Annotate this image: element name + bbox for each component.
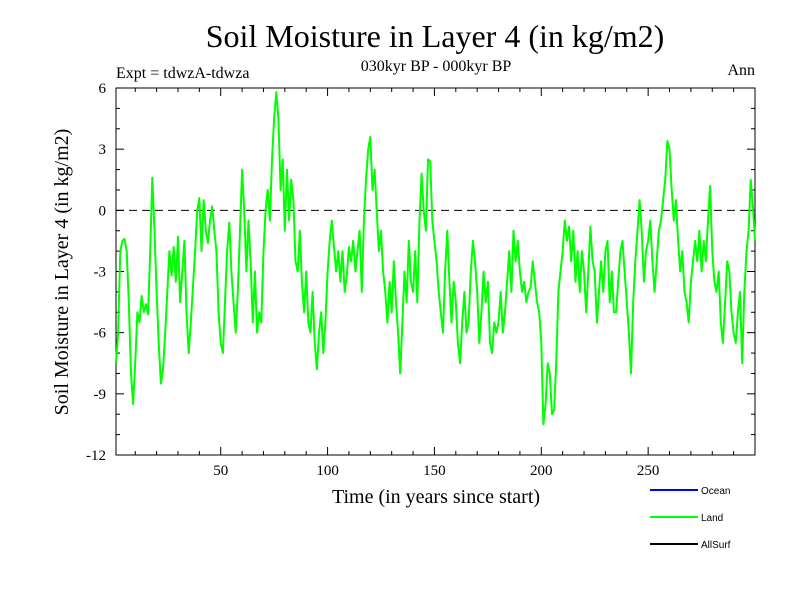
plot-frame (115, 87, 756, 456)
axis-ticks (116, 88, 755, 455)
chart-subtitle: 030kyr BP - 000kyr BP (361, 58, 512, 75)
y-tick-label: 0 (99, 203, 107, 219)
x-tick-labels: 50 100 150 200 250 (213, 463, 659, 479)
y-tick-labels: -12 -9 -6 -3 0 3 6 (86, 81, 107, 464)
period-caption: Ann (727, 62, 755, 79)
chart-title: Soil Moisture in Layer 4 (in kg/m2) (206, 18, 665, 54)
x-tick-label: 250 (637, 463, 660, 479)
y-tick-label: 3 (99, 142, 107, 158)
x-tick-label: 200 (530, 463, 553, 479)
y-tick-label: -12 (86, 448, 106, 464)
x-tick-label: 100 (316, 463, 339, 479)
legend-label-allsurf: AllSurf (701, 540, 731, 551)
y-tick-label: -6 (94, 326, 107, 342)
y-tick-label: -3 (94, 265, 107, 281)
y-axis-label: Soil Moisture in Layer 4 (in kg/m2) (51, 129, 73, 416)
y-tick-label: 6 (99, 81, 107, 97)
y-tick-label: -9 (94, 387, 107, 403)
x-axis-label: Time (in years since start) (332, 486, 540, 508)
x-tick-label: 150 (423, 463, 446, 479)
legend-label-land: Land (701, 513, 723, 524)
legend-label-ocean: Ocean (701, 486, 730, 497)
legend: Ocean Land AllSurf (650, 486, 731, 551)
land-series-line (115, 91, 756, 426)
experiment-caption: Expt = tdwzA-tdwza (116, 65, 249, 82)
plot-area (115, 87, 756, 456)
x-tick-label: 50 (213, 463, 228, 479)
